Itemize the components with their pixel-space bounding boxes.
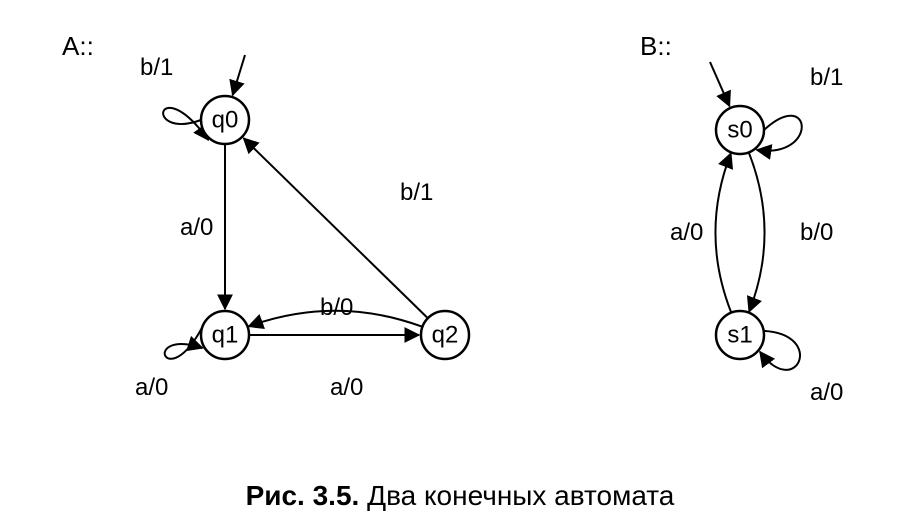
figure-caption-number: Рис. 3.5. — [246, 480, 360, 511]
automaton-a-node-q1-label: q1 — [212, 321, 239, 348]
edge-q1_loop_a0 — [165, 327, 203, 359]
edge-q2_q0_b1-label: b/1 — [400, 179, 433, 206]
edge-q2_q0_b1 — [244, 138, 428, 317]
automaton-a-node-q0-label: q0 — [212, 106, 239, 133]
figure-caption: Рис. 3.5. Два конечных автомата — [246, 480, 675, 511]
edge-q2_q1_a0-label: a/0 — [330, 374, 363, 401]
automaton-b-node-s1-label: s1 — [727, 321, 752, 348]
figure: { "canvas": { "width": 920, "height": 52… — [0, 0, 920, 527]
edge-s0_loop_b1-label: b/1 — [810, 64, 843, 91]
edge-q0_loop_b1-label: b/1 — [140, 54, 173, 81]
automaton-a-initial-arrow — [233, 55, 245, 95]
edge-s1_loop_a0-label: a/0 — [810, 379, 843, 406]
diagram-canvas: A::q0q1q2b/1a/0a/0b/0a/0b/1B::s0s1b/1a/0… — [0, 0, 920, 527]
edge-s1_s0_b0 — [715, 153, 730, 311]
automaton-b-initial-arrow — [710, 62, 730, 106]
edge-q0_q1_a0-label: a/0 — [180, 214, 213, 241]
automaton-b-label: B:: — [640, 31, 672, 61]
edge-s0_s1_a0-label: a/0 — [670, 219, 703, 246]
edge-s1_loop_a0 — [760, 331, 800, 370]
automaton-b-node-s0-label: s0 — [727, 116, 752, 143]
automaton-a-node-q2-label: q2 — [432, 321, 459, 348]
edge-s0_s1_a0 — [749, 153, 764, 311]
figure-caption-text: Два конечных автомата — [359, 480, 674, 511]
edge-q1_loop_a0-label: a/0 — [135, 374, 168, 401]
automaton-a-label: A:: — [62, 31, 94, 61]
edge-s1_s0_b0-label: b/0 — [800, 219, 833, 246]
edge-q1_q2_b0-label: b/0 — [320, 294, 353, 321]
